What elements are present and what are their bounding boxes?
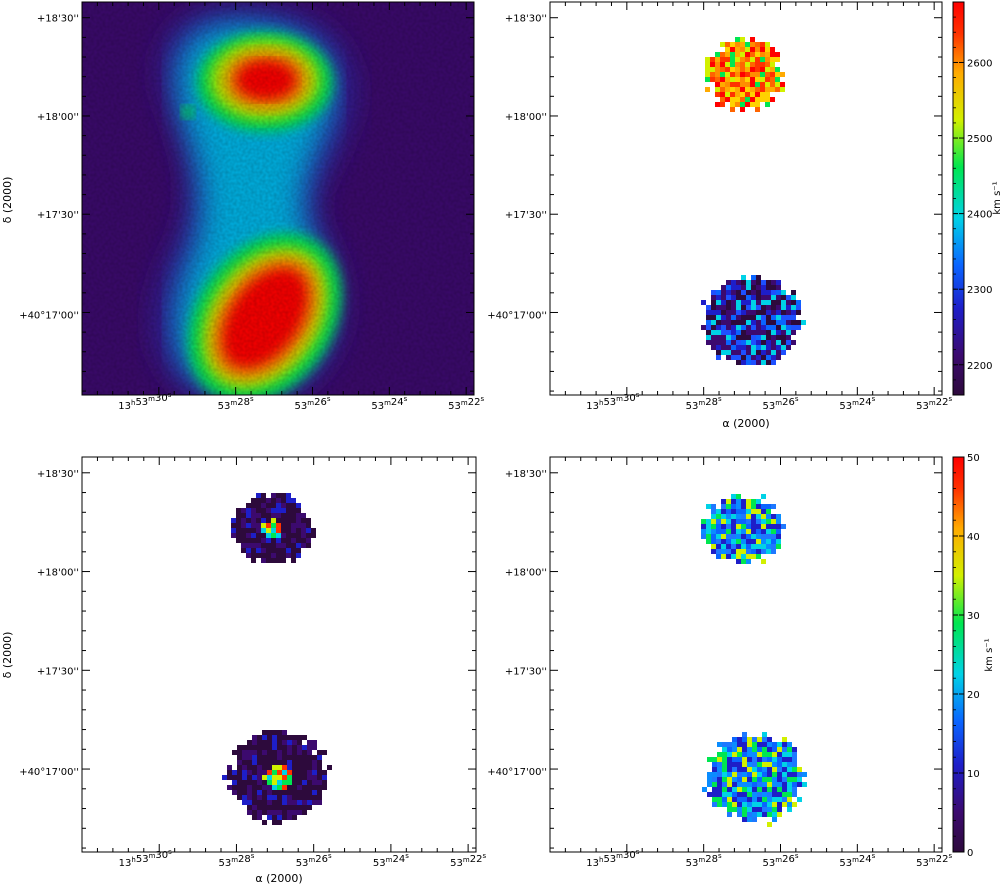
intensity-map-panel: [81, 1, 475, 396]
x-tick-label: 53m28s: [218, 395, 254, 412]
colorbar-tick-label: 40: [967, 532, 980, 543]
tl-ylabel: δ (2000): [1, 177, 14, 224]
colorbar-tick-label: 2600: [967, 58, 992, 69]
tr-xlabel: α (2000): [722, 417, 769, 430]
mono-blob-lower: [222, 730, 332, 825]
x-tick-label: 53m26s: [296, 852, 332, 869]
velocity-field-panel: 2200 2300 2400 2500 2600 km s⁻¹: [549, 1, 1003, 396]
velocity-colorbar-label: km s⁻¹: [992, 181, 1003, 214]
y-tick-label: +18'30'': [505, 14, 547, 25]
x-tick-label: 13h53m30s: [586, 848, 639, 869]
dispersion-colorbar-label: km s⁻¹: [984, 638, 995, 671]
colorbar-tick-label: 2500: [967, 134, 992, 145]
y-tick-label: +18'00'': [37, 112, 79, 123]
dispersion-map-panel: 0 10 20 30 40 50 km s⁻¹: [549, 453, 995, 859]
x-tick-label: 53m26s: [763, 852, 799, 869]
x-tick-label: 13h53m30s: [586, 391, 639, 412]
bl-xlabel: α (2000): [255, 872, 302, 884]
x-tick-label: 13h53m30s: [119, 848, 172, 869]
y-tick-label: +17'30'': [37, 210, 79, 221]
x-tick-label: 53m26s: [763, 395, 799, 412]
colorbar-tick-label: 2400: [967, 210, 992, 221]
y-tick-label: +18'00'': [505, 568, 547, 579]
colorbar-tick-label: 30: [967, 611, 980, 622]
y-tick-label: +40°17'00'': [19, 767, 79, 778]
x-tick-label: 53m22s: [916, 852, 952, 869]
y-tick-label: +17'30'': [505, 666, 547, 677]
y-tick-label: +18'30'': [505, 469, 547, 480]
velocity-blob-upper: [705, 37, 785, 112]
x-tick-label: 53m28s: [218, 852, 254, 869]
colorbar-tick-label: 20: [967, 690, 980, 701]
y-tick-label: +18'00'': [37, 568, 79, 579]
intensity-image: [82, 2, 474, 395]
x-tick-label: 53m24s: [839, 395, 875, 412]
dispersion-blob-upper: [701, 494, 786, 564]
colorbar-tick-label: 0: [967, 848, 973, 859]
dispersion-colorbar-ticks: 0 10 20 30 40 50: [953, 453, 980, 859]
x-tick-label: 53m22s: [450, 852, 486, 869]
x-tick-label: 53m24s: [373, 852, 409, 869]
y-tick-label: +17'30'': [37, 666, 79, 677]
x-tick-label: 13h53m30s: [118, 391, 171, 412]
y-tick-label: +18'30'': [37, 469, 79, 480]
y-tick-label: +18'30'': [37, 14, 79, 25]
colorbar-tick-label: 2300: [967, 285, 992, 296]
velocity-blob-lower: [701, 275, 806, 365]
x-tick-label: 53m22s: [448, 395, 484, 412]
x-tick-label: 53m24s: [371, 395, 407, 412]
dispersion-map-ticks: [549, 457, 942, 852]
y-tick-label: +17'30'': [505, 210, 547, 221]
x-tick-label: 53m28s: [686, 852, 722, 869]
monochromatic-map-panel: [81, 456, 477, 853]
dispersion-colorbar: [952, 456, 965, 853]
colorbar-tick-label: 2200: [967, 361, 992, 372]
x-tick-label: 53m22s: [916, 395, 952, 412]
x-tick-label: 53m28s: [686, 395, 722, 412]
y-tick-label: +40°17'00'': [487, 767, 547, 778]
y-tick-label: +40°17'00'': [19, 310, 79, 321]
x-tick-label: 53m26s: [295, 395, 331, 412]
colorbar-tick-label: 50: [967, 453, 980, 464]
monochromatic-map-ticks: [81, 457, 476, 852]
intensity-map-ticks: [81, 2, 474, 395]
mono-blob-upper: [231, 493, 316, 563]
tick-labels: 13h53m30s 53m28s 53m26s 53m24s 53m22s +18'30'…: [19, 14, 952, 869]
x-tick-label: 53m24s: [839, 852, 875, 869]
y-tick-label: +18'00'': [505, 112, 547, 123]
colorbar-tick-label: 10: [967, 769, 980, 780]
y-tick-label: +40°17'00'': [487, 310, 547, 321]
dispersion-blob-lower: [702, 732, 807, 827]
velocity-field-ticks: [549, 2, 942, 395]
velocity-colorbar-ticks: 2200 2300 2400 2500 2600: [953, 1, 992, 396]
bl-ylabel: δ (2000): [1, 632, 14, 679]
